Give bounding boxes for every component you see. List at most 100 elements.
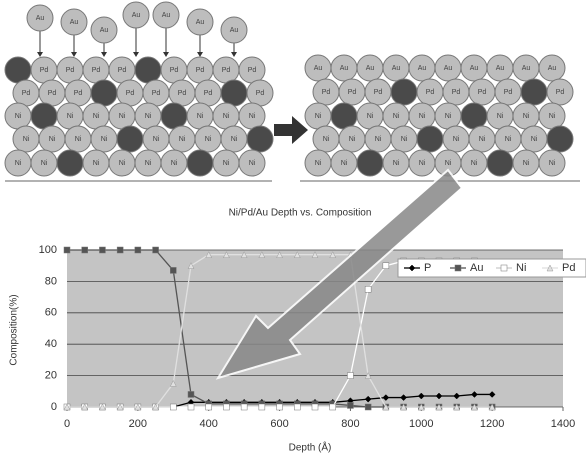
atom-label: Ni — [93, 160, 100, 167]
marker — [99, 247, 105, 253]
atom-label: Ni — [119, 160, 126, 167]
atom-label: Ni — [93, 113, 100, 120]
marker — [170, 267, 176, 273]
atom-label: Ni — [15, 160, 22, 167]
atom-label: Pd — [152, 90, 161, 97]
atom-label: Pd — [374, 89, 383, 96]
atom-label: Pd — [248, 67, 257, 74]
marker — [153, 247, 159, 253]
atom-label: Ni — [119, 113, 126, 120]
dark-atom — [187, 150, 213, 176]
legend-label: P — [424, 262, 431, 274]
atom-label: Ni — [531, 136, 538, 143]
atom-label: Au — [444, 65, 453, 72]
atom-label: Au — [366, 65, 375, 72]
atom-label: Au — [36, 15, 45, 22]
y-tick-label: 40 — [45, 338, 57, 350]
plot: 0204060801000200400600800100012001400PAu… — [39, 244, 586, 430]
marker — [294, 404, 300, 410]
atom-label: Pd — [504, 89, 513, 96]
marker — [455, 265, 461, 271]
atom-label: Au — [548, 65, 557, 72]
dark-atom — [391, 79, 417, 105]
dark-atom — [5, 57, 31, 83]
deposit-arrowhead — [37, 52, 43, 57]
atom-label: Pd — [452, 89, 461, 96]
atom-label: Ni — [523, 113, 530, 120]
atom-label: Pd — [178, 90, 187, 97]
atom-label: Au — [196, 19, 205, 26]
atom-label: Ni — [145, 160, 152, 167]
atom-label: Ni — [153, 136, 160, 143]
atom-label: Pd — [126, 90, 135, 97]
atom-label: Ni — [367, 113, 374, 120]
atom-label: Pd — [170, 67, 179, 74]
atom-label: Ni — [323, 136, 330, 143]
atom-label: Ni — [249, 160, 256, 167]
marker — [259, 404, 265, 410]
marker — [170, 404, 176, 410]
atom-label: Ni — [523, 160, 530, 167]
atom-label: Ni — [145, 113, 152, 120]
atom-label: Ni — [401, 136, 408, 143]
atom-label: Ni — [171, 160, 178, 167]
marker — [241, 404, 247, 410]
atom-label: Au — [132, 12, 141, 19]
atom-label: Ni — [223, 113, 230, 120]
atom-label: Ni — [419, 160, 426, 167]
dark-atom — [247, 126, 273, 152]
atom-diagram: Au Au Au Au Au Au Au Pd Pd Pd Pd Pd Pd Pd Pd Pd Pd Pd Pd Pd… — [5, 2, 573, 176]
atom-label: Ni — [505, 136, 512, 143]
dark-atom — [221, 80, 247, 106]
x-tick-label: 1000 — [409, 418, 433, 430]
dark-atom — [91, 80, 117, 106]
dark-atom — [547, 126, 573, 152]
x-tick-label: 600 — [270, 418, 288, 430]
atom-label: Ni — [375, 136, 382, 143]
atom-label: Ni — [23, 136, 30, 143]
marker — [383, 263, 389, 269]
marker — [501, 265, 507, 271]
legend-label: Au — [470, 262, 483, 274]
dark-atom — [487, 150, 513, 176]
atom-label: Ni — [315, 160, 322, 167]
atom-label: Ni — [445, 160, 452, 167]
atom-label: Au — [392, 65, 401, 72]
atom-label: Ni — [549, 113, 556, 120]
atom-label: Pd — [222, 67, 231, 74]
figure: Au Au Au Au Au Au Au Pd Pd Pd Pd Pd Pd Pd Pd Pd Pd Pd Pd Pd… — [0, 0, 586, 466]
atom-label: Au — [70, 19, 79, 26]
marker — [117, 247, 123, 253]
marker — [82, 247, 88, 253]
atom-label: Ni — [67, 113, 74, 120]
process-arrow — [274, 116, 308, 144]
chart-title: Ni/Pd/Au Depth vs. Composition — [229, 208, 372, 219]
atom-label: Pd — [256, 90, 265, 97]
atom-label: Pd — [74, 90, 83, 97]
x-tick-label: 1200 — [480, 418, 504, 430]
marker — [188, 404, 194, 410]
y-axis-label: Composition(%) — [9, 294, 20, 365]
x-tick-label: 0 — [64, 418, 70, 430]
deposit-arrowhead — [231, 52, 237, 57]
x-tick-label: 400 — [200, 418, 218, 430]
atom-label: Ni — [49, 136, 56, 143]
atom-label: Ni — [453, 136, 460, 143]
marker — [365, 404, 371, 410]
atom-label: Ni — [419, 113, 426, 120]
atom-label: Ni — [349, 136, 356, 143]
dark-atom — [461, 103, 487, 129]
atom-label: Pd — [48, 90, 57, 97]
atom-label: Pd — [322, 89, 331, 96]
atom-label: Pd — [66, 67, 75, 74]
atom-label: Ni — [341, 160, 348, 167]
deposit-arrowhead — [163, 52, 169, 57]
atom-label: Ni — [445, 113, 452, 120]
atom-label: Au — [522, 65, 531, 72]
x-tick-label: 800 — [341, 418, 359, 430]
atom-label: Au — [496, 65, 505, 72]
legend-label: Ni — [516, 262, 526, 274]
y-tick-label: 100 — [39, 244, 57, 256]
y-tick-label: 20 — [45, 370, 57, 382]
dark-atom — [31, 103, 57, 129]
